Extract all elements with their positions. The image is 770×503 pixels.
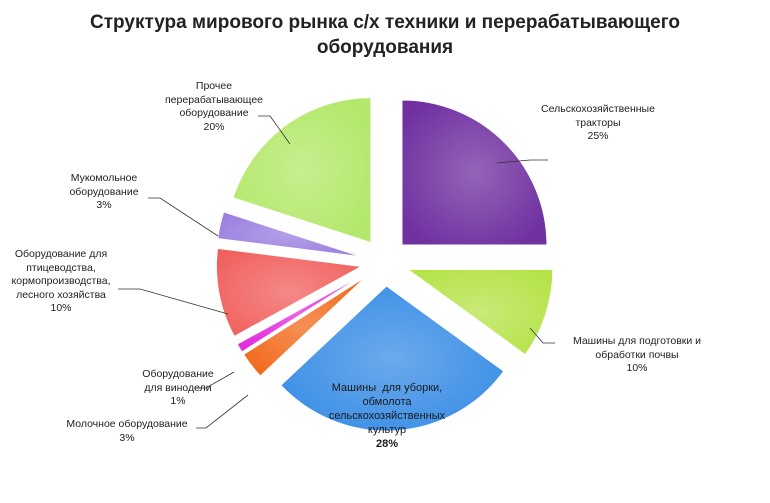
slice-winemaking [236,273,365,353]
leader-dairy [196,394,249,429]
slice-soil-machines [406,268,554,356]
slice-harvest-machines [280,285,505,432]
label-soil-machines: Машины для подготовки и обработки почвы … [572,335,702,374]
leader-tractors [496,159,548,164]
leader-poultry-forestry [118,288,229,315]
slice-other-processing [232,97,372,244]
label-poultry-forestry: Оборудование для птицеводства, кормопрои… [11,248,111,314]
leader-soil-machines [529,327,555,344]
slice-flour-milling [217,211,362,258]
slice-tractors [401,99,548,246]
leader-other-processing [258,115,291,145]
leader-flour-milling [148,197,219,237]
label-dairy: Молочное оборудование 3% [66,418,188,444]
chart-title-line-2: оборудования [316,37,454,58]
label-tractors: Сельскохозяйственные тракторы 25% [541,103,655,142]
slice-poultry-forestry [215,247,364,338]
leader-winemaking [194,371,235,389]
label-winemaking: Оборудование для винодели 1% [142,368,214,407]
chart-title: Структура мирового рынка с/х техники и п… [0,10,770,60]
label-harvest-machines: Машины для уборки, обмолота сельскохозяй… [328,382,446,450]
label-flour-milling: Мукомольное оборудование 3% [69,172,139,211]
label-other-processing: Прочее перерабатывающее оборудование 20% [165,80,263,133]
slice-dairy [242,276,367,377]
chart-title-line-1: Структура мирового рынка с/х техники и п… [90,12,680,33]
